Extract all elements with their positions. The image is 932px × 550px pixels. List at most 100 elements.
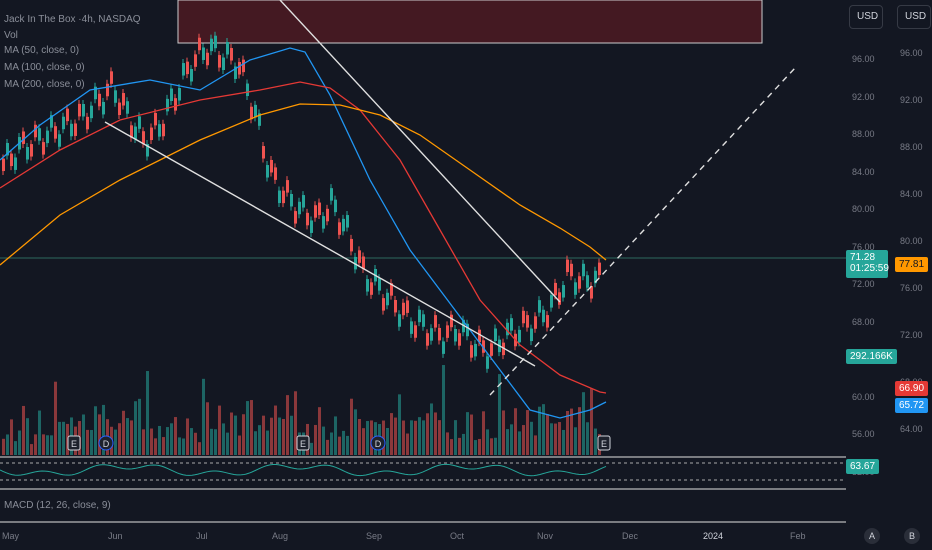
price-axis-tick-right: 80.00 bbox=[900, 236, 923, 246]
candle-body bbox=[522, 310, 525, 324]
price-axis-tick: 56.00 bbox=[852, 429, 875, 439]
scale-mode-button[interactable]: B bbox=[904, 528, 920, 544]
volume-bar bbox=[18, 430, 21, 455]
candle-body bbox=[342, 218, 345, 232]
volume-bar bbox=[246, 401, 249, 455]
legend-ma50: MA (50, close, 0) bbox=[4, 45, 80, 56]
volume-bar bbox=[202, 378, 205, 455]
candle-body bbox=[354, 256, 357, 270]
volume-bar bbox=[470, 414, 473, 455]
bar-countdown: 01:25:59 bbox=[850, 263, 889, 274]
candle-body bbox=[382, 298, 385, 311]
candle-body bbox=[362, 256, 365, 269]
candle-body bbox=[94, 86, 97, 100]
candle-body bbox=[146, 144, 149, 157]
candle-body bbox=[238, 62, 241, 75]
volume-bar bbox=[258, 425, 261, 455]
candle-body bbox=[446, 325, 449, 338]
time-axis-label: Aug bbox=[272, 531, 289, 541]
volume-bar bbox=[98, 414, 101, 455]
volume-bar bbox=[462, 433, 465, 455]
volume-bar bbox=[238, 435, 241, 455]
oscillator-tag: 63.67 bbox=[846, 459, 880, 474]
auto-scale-button[interactable]: A bbox=[864, 528, 880, 544]
last-price-value: 71.28 bbox=[850, 252, 876, 263]
ma50-price-tag: 65.72 bbox=[895, 398, 929, 413]
candle-body bbox=[46, 130, 49, 144]
volume-bar bbox=[442, 365, 445, 455]
candle-body bbox=[298, 201, 301, 215]
volume-bar bbox=[518, 431, 521, 455]
volume-bar bbox=[126, 418, 129, 455]
volume-bar bbox=[422, 420, 425, 455]
volume-bar bbox=[542, 404, 545, 455]
time-axis-label: Dec bbox=[622, 531, 639, 541]
candle-body bbox=[2, 158, 5, 172]
price-axis-tick-right: 88.00 bbox=[900, 142, 923, 152]
resistance-zone bbox=[177, 0, 763, 44]
candle-body bbox=[474, 343, 477, 357]
volume-bar bbox=[138, 398, 141, 455]
candle-body bbox=[166, 98, 169, 112]
candle-body bbox=[594, 270, 597, 284]
time-axis-label: 2024 bbox=[703, 531, 724, 541]
price-axis-tick: 92.00 bbox=[852, 91, 875, 102]
volume-bar bbox=[90, 430, 93, 455]
volume-bar bbox=[458, 437, 461, 455]
candle-body bbox=[470, 345, 473, 358]
volume-bar bbox=[6, 434, 9, 455]
volume-bar bbox=[194, 432, 197, 455]
candle-body bbox=[366, 279, 369, 292]
earnings-badge bbox=[597, 435, 611, 451]
candle-body bbox=[290, 193, 293, 207]
price-axis-tick: 96.00 bbox=[852, 54, 875, 64]
candle-body bbox=[586, 275, 589, 288]
candle-body bbox=[326, 208, 329, 222]
volume-bar bbox=[242, 414, 245, 455]
candle-body bbox=[450, 314, 453, 328]
candle-body bbox=[402, 302, 405, 316]
candle-body bbox=[562, 285, 565, 298]
candle-body bbox=[530, 328, 533, 342]
volume-bar bbox=[334, 416, 337, 455]
candle-body bbox=[258, 113, 261, 126]
volume-tag: 292.166K bbox=[846, 349, 897, 364]
projected-trendline bbox=[489, 67, 796, 396]
ma200-price-tag: 77.81 bbox=[895, 257, 929, 272]
volume-bar bbox=[254, 431, 257, 455]
volume-bar bbox=[210, 428, 213, 455]
volume-bar bbox=[450, 439, 453, 455]
volume-bar bbox=[478, 438, 481, 455]
volume-bar bbox=[214, 429, 217, 455]
volume-bar bbox=[326, 439, 329, 455]
price-axis-tick-right: 96.00 bbox=[900, 48, 923, 58]
dividend-badge bbox=[370, 435, 386, 451]
candle-body bbox=[486, 356, 489, 369]
candle-body bbox=[170, 88, 173, 102]
candle-body bbox=[250, 106, 253, 120]
candle-body bbox=[442, 341, 445, 354]
volume-bar bbox=[94, 406, 97, 455]
candle-body bbox=[506, 322, 509, 336]
volume-bar bbox=[426, 413, 429, 455]
candle-body bbox=[138, 116, 141, 129]
volume-bar bbox=[574, 427, 577, 455]
volume-bar bbox=[294, 391, 297, 455]
volume-bar bbox=[198, 442, 201, 455]
currency-button-right[interactable]: USD bbox=[897, 5, 931, 29]
volume-bar bbox=[102, 404, 105, 455]
candle-body bbox=[82, 103, 85, 117]
volume-bar bbox=[590, 388, 593, 455]
candle-body bbox=[210, 38, 213, 52]
candle-body bbox=[162, 123, 165, 137]
volume-bar bbox=[178, 437, 181, 455]
volume-bar bbox=[274, 405, 277, 455]
candle-body bbox=[234, 66, 237, 79]
volume-bar bbox=[114, 429, 117, 455]
volume-bar bbox=[290, 415, 293, 455]
currency-button-left[interactable]: USD bbox=[849, 5, 883, 29]
volume-bar bbox=[402, 420, 405, 455]
volume-bar bbox=[386, 428, 389, 455]
